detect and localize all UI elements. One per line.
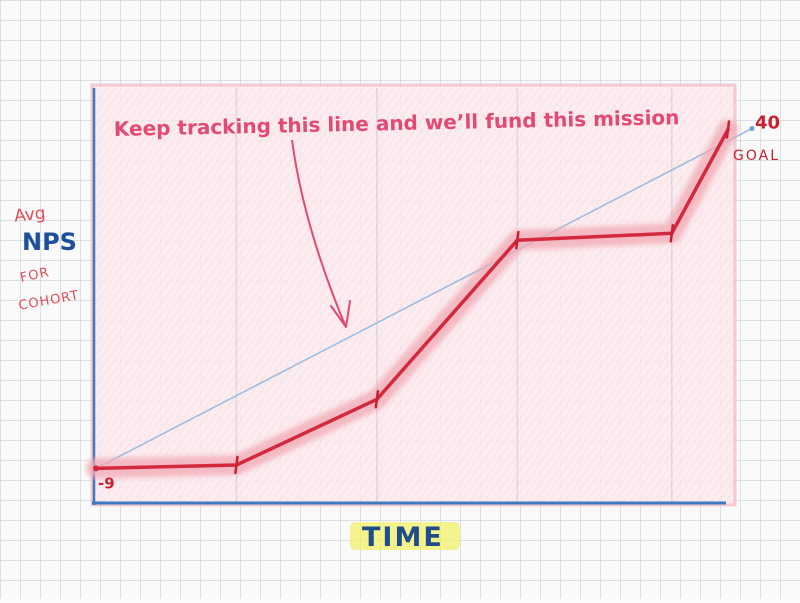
end-value-label: 40 xyxy=(755,113,780,134)
series-tick-0 xyxy=(234,455,239,475)
ylabel-nps: NPS xyxy=(22,228,77,256)
series-tick-4 xyxy=(725,120,731,139)
annotation-arrow-head xyxy=(330,300,351,328)
ylabel-cohort: COHORT xyxy=(17,288,80,313)
goal-label: GOAL xyxy=(733,148,780,164)
series-tick-marks xyxy=(234,120,731,475)
series-tick-3 xyxy=(669,224,675,243)
series-line xyxy=(94,127,730,471)
annotation-arrow xyxy=(291,139,346,326)
ylabel-avg: Avg xyxy=(13,203,46,226)
xlabel: TIME xyxy=(362,522,444,553)
start-value-label: -9 xyxy=(98,474,115,492)
trend-end-dot xyxy=(749,126,755,131)
trend-line xyxy=(95,127,753,470)
plot-hatch xyxy=(92,85,735,505)
series-tick-1 xyxy=(374,390,380,409)
ylabel-for: FOR xyxy=(19,265,51,286)
series-start-point xyxy=(93,465,99,472)
series-tick-2 xyxy=(515,230,520,250)
xlabel-highlight xyxy=(350,522,460,550)
guide-lines xyxy=(235,88,673,503)
plot-border xyxy=(90,83,737,507)
